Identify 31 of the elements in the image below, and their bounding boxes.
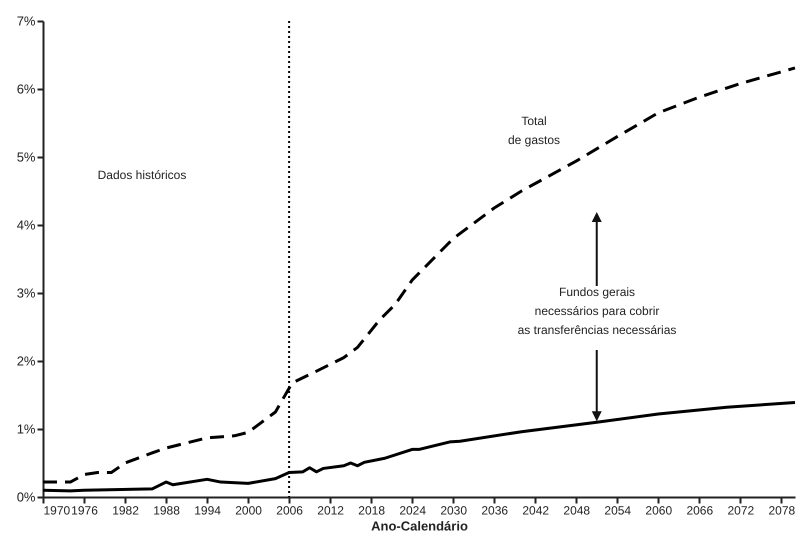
y-tick-label: 5% <box>16 150 36 164</box>
x-axis-title: Ano-Calendário <box>371 518 468 534</box>
x-tick-label: 2024 <box>399 504 426 518</box>
y-tick-label: 0% <box>16 490 36 504</box>
y-tick-label: 6% <box>16 82 36 96</box>
x-tick-label: 2072 <box>727 504 754 518</box>
x-tick-label: 1976 <box>71 504 98 518</box>
y-tick-label: 3% <box>16 286 36 300</box>
x-tick-label: 1988 <box>153 504 180 518</box>
x-tick-label: 1994 <box>194 504 222 518</box>
x-tick-label: 2066 <box>686 504 714 518</box>
annotation: Fundos gerais necessários para cobrir as transferências necessárias <box>518 285 676 337</box>
x-tick-label: 2060 <box>645 504 672 518</box>
y-tick-label: 4% <box>16 218 36 232</box>
x-tick-label: 2000 <box>235 504 262 518</box>
y-tick-label: 1% <box>16 422 36 436</box>
y-tick-label: 2% <box>16 354 36 368</box>
x-tick-label: 2048 <box>563 504 590 518</box>
x-tick-label: 2018 <box>358 504 386 518</box>
x-tick-label: 2012 <box>317 504 344 518</box>
x-tick-label: 2006 <box>276 504 304 518</box>
annotation: Dados históricos <box>98 168 186 182</box>
y-tick-label: 7% <box>16 14 36 28</box>
x-tick-label: 2078 <box>768 504 796 518</box>
x-tick-label: 2042 <box>522 504 550 518</box>
x-tick-label: 1970 <box>44 504 71 518</box>
annotation: Total de gastos <box>508 114 560 147</box>
x-tick-label: 2036 <box>481 504 508 518</box>
x-tick-label: 2030 <box>440 504 468 518</box>
x-tick-label: 2054 <box>604 504 632 518</box>
x-tick-label: 1982 <box>112 504 140 518</box>
